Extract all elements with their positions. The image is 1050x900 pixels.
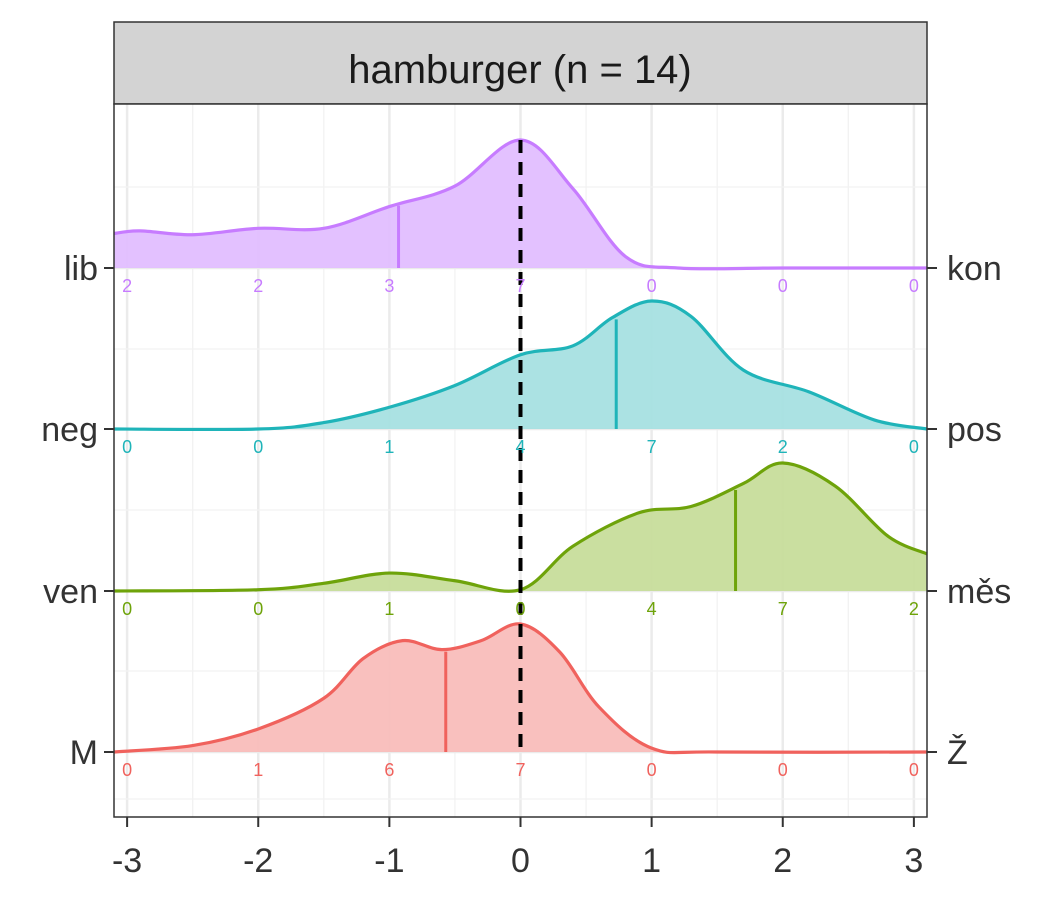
count-label: 7 <box>647 437 657 457</box>
x-tick-label: 0 <box>511 842 530 880</box>
count-label: 1 <box>384 599 394 619</box>
count-label: 0 <box>122 599 132 619</box>
count-label: 0 <box>909 276 919 296</box>
count-label: 0 <box>647 760 657 780</box>
count-label: 2 <box>909 599 919 619</box>
count-label: 7 <box>778 599 788 619</box>
plot-panel: 2 2 3 7 0 0 0 0 0 1 4 7 2 0 0 0 1 0 4 7 2 0 1 6 7 0 0 0 <box>113 103 928 818</box>
y-tick-label-left: lib <box>64 250 98 288</box>
count-labels: 2 2 3 7 0 0 0 0 0 1 4 7 2 0 0 0 1 0 4 7 2 0 1 6 7 0 0 0 <box>122 276 919 780</box>
ridge-area <box>114 462 927 592</box>
ridge-lib-kon <box>113 138 927 271</box>
ridge-ven-měs <box>113 461 928 593</box>
count-label: 0 <box>909 760 919 780</box>
x-tick-label: -2 <box>243 842 273 880</box>
ridge-area <box>114 623 927 753</box>
count-label: 2 <box>253 276 263 296</box>
count-label: 7 <box>515 760 525 780</box>
y-tick-label-left: ven <box>43 573 98 611</box>
count-label: 3 <box>384 276 394 296</box>
count-label: 4 <box>647 599 657 619</box>
count-label: 4 <box>515 437 525 457</box>
count-label: 0 <box>122 760 132 780</box>
ridge-area <box>114 139 927 269</box>
y-tick-label-left: M <box>70 734 98 772</box>
x-tick-label: 3 <box>904 842 923 880</box>
x-tick-label: -3 <box>112 842 142 880</box>
count-label: 1 <box>253 760 263 780</box>
count-label: 0 <box>778 276 788 296</box>
y-tick-label-right: Ž <box>947 734 968 772</box>
ridge-density-line <box>113 461 928 593</box>
x-tick-label: 1 <box>642 842 661 880</box>
y-tick-label-right: pos <box>947 411 1002 449</box>
ridge-density-line <box>113 299 928 432</box>
count-label: 0 <box>647 276 657 296</box>
count-label: 7 <box>515 276 525 296</box>
facet-strip-title: hamburger (n = 14) <box>348 48 692 92</box>
count-label: 0 <box>909 437 919 457</box>
facet-strip-background <box>113 21 928 105</box>
count-label: 2 <box>122 276 132 296</box>
count-label: 0 <box>253 437 263 457</box>
ridge-density-line <box>113 622 928 755</box>
ridge-density-line <box>113 138 927 271</box>
count-label: 2 <box>778 437 788 457</box>
ridge-M-Ž <box>113 622 928 755</box>
count-label: 1 <box>384 437 394 457</box>
y-tick-label-left: neg <box>41 411 98 449</box>
count-label: 0 <box>778 760 788 780</box>
axes: -3 -2 -1 0 1 2 3 lib kon neg pos ven měs M Ž <box>41 250 1011 880</box>
facet-strip: hamburger (n = 14) <box>113 21 928 105</box>
x-tick-label: 2 <box>773 842 792 880</box>
count-label: 0 <box>253 599 263 619</box>
y-tick-label-right: měs <box>947 573 1011 611</box>
x-tick-label: -1 <box>374 842 404 880</box>
count-label: 6 <box>384 760 394 780</box>
y-tick-label-right: kon <box>947 250 1002 288</box>
count-label: 0 <box>515 599 525 619</box>
count-label: 0 <box>122 437 132 457</box>
